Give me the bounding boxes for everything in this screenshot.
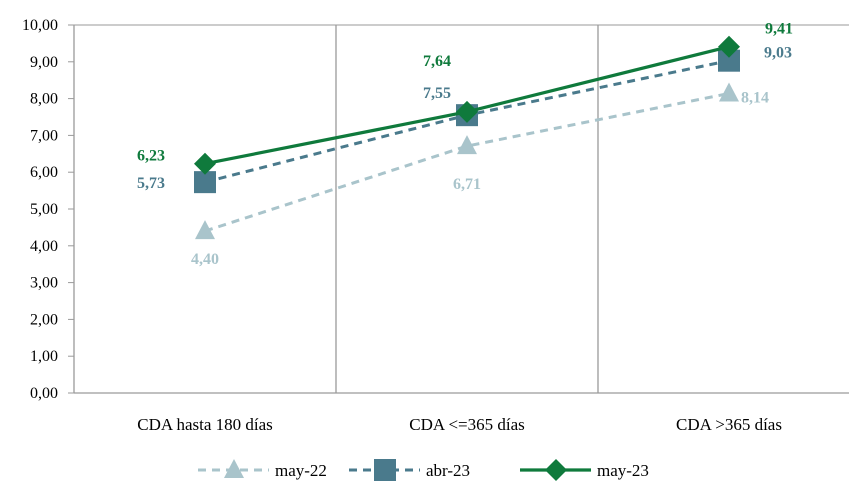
chart-axes: [73, 24, 849, 394]
chart-legend: may-22 abr-23 may-23: [198, 459, 649, 481]
y-tick-label: 10,00: [22, 17, 58, 34]
data-labels: 4,40 6,71 8,14 5,73 7,55 9,03 6,23 7,64 9,41: [137, 21, 793, 268]
data-label: 8,14: [741, 89, 769, 106]
y-tick-label: 7,00: [30, 127, 58, 144]
diamond-marker: [456, 100, 478, 123]
y-tick-label: 1,00: [30, 348, 58, 365]
y-tick-label: 5,00: [30, 201, 58, 218]
triangle-marker: [195, 220, 215, 240]
diamond-marker: [194, 152, 216, 175]
x-axis-categories: CDA hasta 180 días CDA <=365 días CDA >365…: [137, 415, 782, 434]
square-marker: [374, 459, 396, 481]
series-line-may-22: [204, 91, 730, 233]
square-marker: [718, 49, 740, 72]
y-tick-label: 9,00: [30, 54, 58, 71]
y-tick-label: 8,00: [30, 91, 58, 108]
x-category-label: CDA <=365 días: [409, 415, 525, 434]
data-label: 7,64: [423, 53, 451, 70]
data-label: 4,40: [191, 251, 219, 268]
x-category-label: CDA >365 días: [676, 415, 782, 434]
data-label: 6,71: [453, 176, 481, 193]
triangle-marker: [719, 82, 739, 102]
y-tick-label: 3,00: [30, 275, 58, 292]
legend-label: abr-23: [426, 461, 470, 480]
data-label: 5,73: [137, 175, 165, 192]
triangle-marker: [457, 135, 477, 155]
diamond-marker: [545, 459, 567, 481]
data-label: 7,55: [423, 85, 451, 102]
chart-series: [194, 35, 740, 240]
data-label: 9,03: [764, 45, 792, 62]
y-tick-label: 2,00: [30, 311, 58, 328]
y-tick-label: 0,00: [30, 385, 58, 402]
triangle-marker: [224, 459, 244, 478]
legend-label: may-22: [275, 461, 327, 480]
data-label: 6,23: [137, 148, 165, 165]
legend-label: may-23: [597, 461, 649, 480]
y-tick-label: 6,00: [30, 164, 58, 181]
diamond-marker: [718, 35, 740, 58]
y-axis-ticks: 0,00 1,00 2,00 3,00 4,00 5,00 6,00 7,00 8,00 9,00…: [22, 17, 74, 402]
square-marker: [194, 171, 216, 194]
data-label: 9,41: [765, 21, 793, 38]
y-tick-label: 4,00: [30, 238, 58, 255]
x-category-label: CDA hasta 180 días: [137, 415, 273, 434]
